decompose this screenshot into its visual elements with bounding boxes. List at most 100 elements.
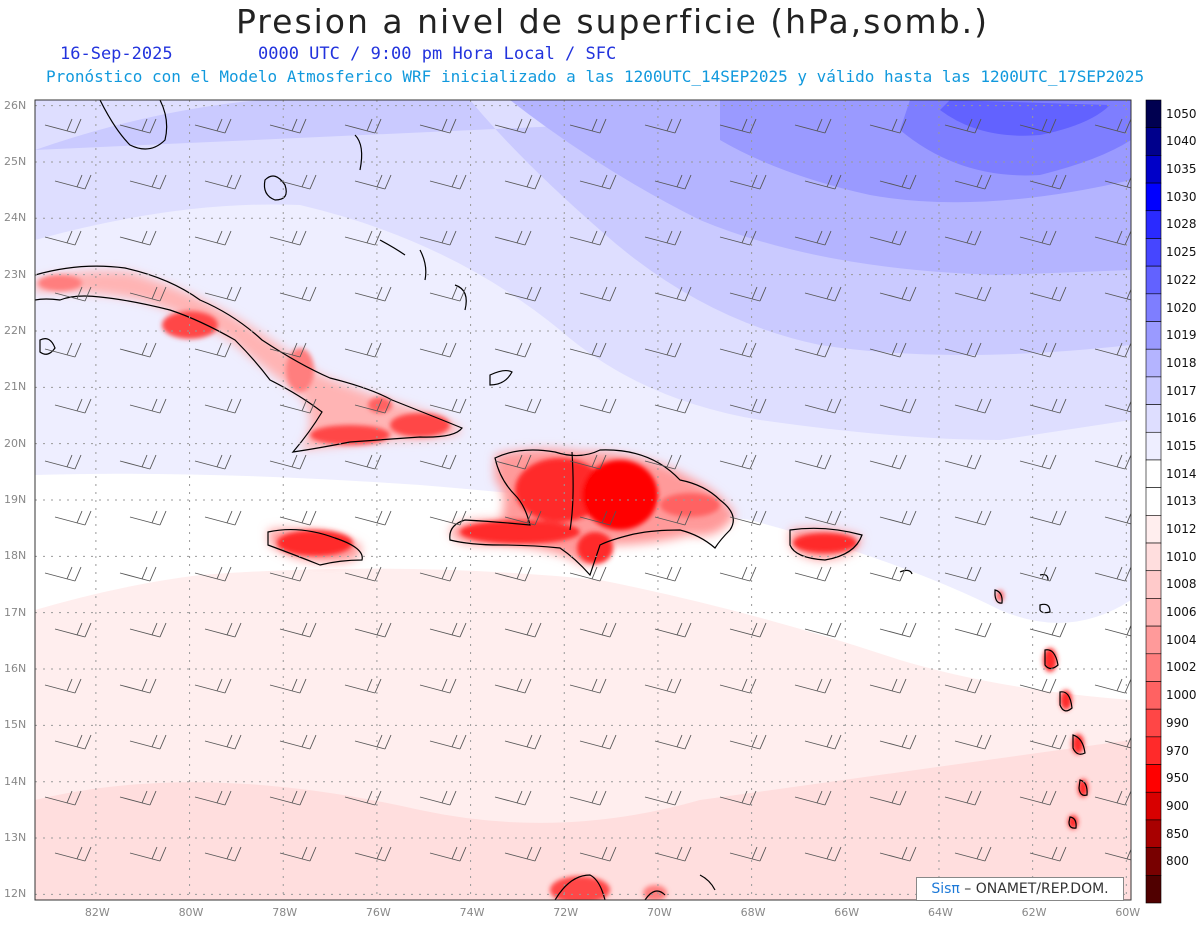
- wind-barb: [429, 286, 467, 302]
- wind-barb: [204, 286, 242, 302]
- valid-date: 16-Sep-2025: [60, 44, 173, 64]
- wind-barb: [944, 118, 982, 134]
- wind-barb: [879, 510, 917, 526]
- wind-barb: [54, 174, 92, 190]
- colorbar-level-label: 1040: [1166, 134, 1197, 149]
- wind-barb: [129, 174, 167, 190]
- coastlines: [35, 100, 1088, 900]
- wind-barb: [729, 622, 767, 638]
- wind-barb: [204, 622, 242, 638]
- colorbar-swatch: [1145, 238, 1162, 267]
- wind-barb: [269, 790, 307, 806]
- wind-barb: [1094, 454, 1131, 470]
- wind-barb: [879, 734, 917, 750]
- wind-barb: [579, 398, 617, 414]
- colorbar-swatch: [1145, 736, 1162, 765]
- colorbar-level-label: 1013: [1166, 494, 1197, 509]
- lat-label: 17N: [4, 605, 27, 619]
- wind-barb: [344, 454, 382, 470]
- wind-barb: [504, 174, 542, 190]
- lat-label: 12N: [4, 887, 27, 901]
- wind-barb: [494, 454, 532, 470]
- credit-text: ONAMET/REP.DOM.: [975, 881, 1109, 897]
- lon-label: 64W: [927, 906, 953, 919]
- colorbar-level-label: 1030: [1166, 189, 1197, 204]
- colorbar-swatch: [1145, 653, 1162, 682]
- lat-label: 14N: [4, 774, 27, 788]
- wind-barb: [944, 342, 982, 358]
- wind-barb: [504, 286, 542, 302]
- wind-barb: [44, 790, 82, 806]
- colorbar-swatch: [1145, 598, 1162, 627]
- wind-barb: [504, 398, 542, 414]
- colorbar-level-label: 970: [1166, 743, 1189, 758]
- wind-barb: [944, 678, 982, 694]
- colorbar-level-label: 1004: [1166, 632, 1197, 647]
- colorbar-swatch: [1145, 376, 1162, 405]
- wind-barb: [1019, 678, 1057, 694]
- wind-barb: [429, 398, 467, 414]
- wind-barb: [194, 566, 232, 582]
- wind-barb: [504, 510, 542, 526]
- colorbar: [1145, 99, 1162, 904]
- lon-label: 62W: [1021, 906, 1047, 919]
- wind-barb: [804, 398, 842, 414]
- wind-barb: [429, 174, 467, 190]
- wind-barb: [879, 622, 917, 638]
- wind-barb: [279, 286, 317, 302]
- wind-barb: [569, 790, 607, 806]
- colorbar-swatch: [1145, 625, 1162, 655]
- wind-barb: [504, 734, 542, 750]
- colorbar-level-label: 1000: [1166, 688, 1197, 703]
- wind-barb: [344, 342, 382, 358]
- wind-barb: [729, 846, 767, 862]
- wind-barb: [44, 230, 82, 246]
- colorbar-swatch: [1145, 127, 1162, 156]
- wind-barb: [869, 790, 907, 806]
- wind-barb: [954, 286, 992, 302]
- wind-barb: [654, 846, 692, 862]
- colorbar-level-label: 1014: [1166, 466, 1197, 481]
- colorbar-level-label: 1015: [1166, 438, 1197, 453]
- wind-barb: [129, 846, 167, 862]
- wind-barb: [194, 790, 232, 806]
- wind-barb: [269, 678, 307, 694]
- wind-barb: [419, 230, 457, 246]
- wind-barb: [1104, 512, 1131, 525]
- lon-label: 82W: [84, 906, 110, 919]
- wind-barb: [719, 454, 757, 470]
- sispi-logo: Sisπ: [931, 881, 960, 897]
- wind-barb: [44, 342, 82, 358]
- wind-barb: [354, 174, 392, 190]
- wind-barb: [119, 342, 157, 358]
- wind-barb: [129, 510, 167, 526]
- wind-barb: [794, 566, 832, 582]
- wind-barb: [129, 622, 167, 638]
- wind-barb: [129, 286, 167, 302]
- lat-label: 25N: [4, 154, 27, 168]
- wind-barb: [1029, 286, 1067, 302]
- wind-barb: [579, 846, 617, 862]
- wind-barb: [569, 454, 607, 470]
- wind-barb: [204, 734, 242, 750]
- colorbar-level-label: 1017: [1166, 383, 1197, 398]
- wind-barb: [1019, 454, 1057, 470]
- wind-barb: [579, 286, 617, 302]
- wind-barb: [1104, 288, 1131, 301]
- pressure-band-1022: [940, 100, 1110, 136]
- lon-label: 80W: [178, 906, 204, 919]
- wind-barb: [279, 510, 317, 526]
- colorbar-swatch: [1145, 210, 1162, 239]
- lat-label: 16N: [4, 662, 27, 675]
- colorbar-swatch: [1145, 459, 1162, 488]
- wind-barb: [729, 734, 767, 750]
- wind-barb: [1094, 118, 1131, 134]
- wind-barb: [204, 846, 242, 862]
- wind-barb: [1094, 566, 1131, 582]
- lon-label: 74W: [459, 906, 485, 919]
- colorbar-swatch: [1145, 404, 1162, 433]
- wind-barb: [354, 286, 392, 302]
- wind-barb: [119, 230, 157, 246]
- wind-barb: [794, 230, 832, 246]
- wind-barb: [494, 566, 532, 582]
